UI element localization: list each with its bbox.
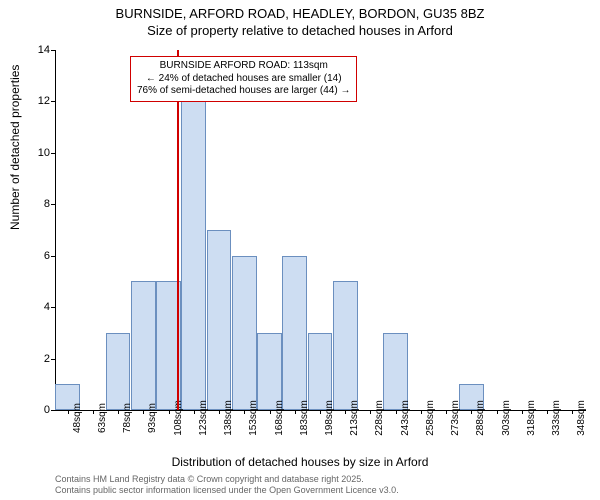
y-tick-mark <box>51 204 55 205</box>
y-tick-label: 2 <box>25 353 50 365</box>
x-tick-mark <box>572 410 573 414</box>
x-tick-label: 78sqm <box>122 403 133 433</box>
x-axis-label: Distribution of detached houses by size … <box>0 455 600 469</box>
reference-line <box>177 50 179 410</box>
x-tick-mark <box>270 410 271 414</box>
chart-title: BURNSIDE, ARFORD ROAD, HEADLEY, BORDON, … <box>0 0 600 40</box>
title-line1: BURNSIDE, ARFORD ROAD, HEADLEY, BORDON, … <box>0 6 600 23</box>
x-tick-mark <box>219 410 220 414</box>
annotation-line2: ← 24% of detached houses are smaller (14… <box>137 73 350 86</box>
y-tick-label: 4 <box>25 301 50 313</box>
y-tick-mark <box>51 101 55 102</box>
footer-line1: Contains HM Land Registry data © Crown c… <box>55 474 399 485</box>
histogram-bar <box>106 333 131 410</box>
x-tick-mark <box>497 410 498 414</box>
x-tick-mark <box>421 410 422 414</box>
histogram-bar <box>383 333 408 410</box>
x-tick-mark <box>244 410 245 414</box>
plot-area: 0246810121448sqm63sqm78sqm93sqm108sqm123… <box>55 50 585 410</box>
x-tick-label: 228sqm <box>374 400 385 436</box>
histogram-bar <box>257 333 282 410</box>
y-tick-label: 10 <box>25 147 50 159</box>
x-tick-label: 288sqm <box>475 400 486 436</box>
y-tick-label: 6 <box>25 250 50 262</box>
x-tick-mark <box>345 410 346 414</box>
x-tick-label: 303sqm <box>501 400 512 436</box>
histogram-bar <box>207 230 232 410</box>
x-tick-mark <box>93 410 94 414</box>
x-tick-mark <box>320 410 321 414</box>
x-tick-label: 168sqm <box>274 400 285 436</box>
x-tick-label: 213sqm <box>349 400 360 436</box>
y-tick-label: 12 <box>25 95 50 107</box>
y-tick-mark <box>51 50 55 51</box>
x-tick-label: 258sqm <box>425 400 436 436</box>
x-tick-label: 183sqm <box>299 400 310 436</box>
x-tick-mark <box>471 410 472 414</box>
x-tick-label: 123sqm <box>198 400 209 436</box>
x-tick-mark <box>396 410 397 414</box>
y-axis-label: Number of detached properties <box>8 65 22 230</box>
histogram-bar <box>282 256 307 410</box>
x-tick-label: 93sqm <box>147 403 158 433</box>
y-tick-mark <box>51 410 55 411</box>
x-tick-mark <box>194 410 195 414</box>
y-tick-label: 14 <box>25 44 50 56</box>
y-tick-mark <box>51 307 55 308</box>
histogram-bar <box>131 281 156 410</box>
x-tick-label: 243sqm <box>400 400 411 436</box>
x-tick-mark <box>522 410 523 414</box>
x-tick-mark <box>169 410 170 414</box>
x-tick-label: 138sqm <box>223 400 234 436</box>
histogram-bar <box>308 333 333 410</box>
chart-container: BURNSIDE, ARFORD ROAD, HEADLEY, BORDON, … <box>0 0 600 500</box>
y-tick-mark <box>51 256 55 257</box>
x-tick-mark <box>295 410 296 414</box>
annotation-box: BURNSIDE ARFORD ROAD: 113sqm← 24% of det… <box>130 56 357 102</box>
x-tick-label: 348sqm <box>576 400 587 436</box>
x-tick-label: 318sqm <box>526 400 537 436</box>
x-tick-label: 63sqm <box>97 403 108 433</box>
x-tick-mark <box>118 410 119 414</box>
histogram-bar <box>181 101 206 410</box>
y-tick-mark <box>51 359 55 360</box>
y-tick-mark <box>51 153 55 154</box>
x-tick-label: 153sqm <box>248 400 259 436</box>
x-tick-mark <box>370 410 371 414</box>
x-tick-label: 333sqm <box>551 400 562 436</box>
histogram-bar <box>232 256 257 410</box>
title-line2: Size of property relative to detached ho… <box>0 23 600 40</box>
footer-line2: Contains public sector information licen… <box>55 485 399 496</box>
annotation-line1: BURNSIDE ARFORD ROAD: 113sqm <box>137 60 350 73</box>
x-tick-mark <box>547 410 548 414</box>
annotation-line3: 76% of semi-detached houses are larger (… <box>137 85 350 98</box>
y-tick-label: 0 <box>25 404 50 416</box>
footer-credits: Contains HM Land Registry data © Crown c… <box>55 474 399 496</box>
x-tick-mark <box>68 410 69 414</box>
x-tick-label: 273sqm <box>450 400 461 436</box>
x-tick-mark <box>446 410 447 414</box>
y-tick-label: 8 <box>25 198 50 210</box>
x-tick-label: 198sqm <box>324 400 335 436</box>
x-tick-label: 48sqm <box>72 403 83 433</box>
x-tick-mark <box>143 410 144 414</box>
histogram-bar <box>333 281 358 410</box>
